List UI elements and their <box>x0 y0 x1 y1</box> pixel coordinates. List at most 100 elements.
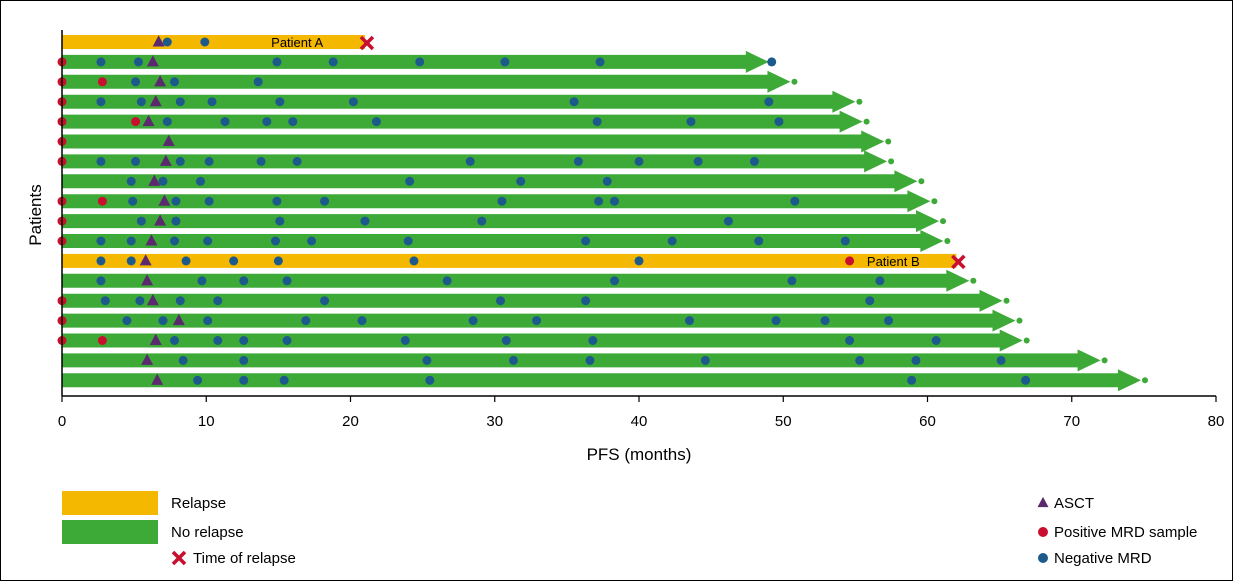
legend-swatch <box>62 491 158 515</box>
legend-swatch <box>62 520 158 544</box>
negative-mrd-marker <box>288 117 298 127</box>
negative-mrd-marker <box>136 216 146 226</box>
negative-mrd-marker <box>875 276 885 286</box>
negative-mrd-marker <box>686 117 696 127</box>
negative-mrd-marker <box>442 276 452 286</box>
negative-mrd-marker <box>170 77 180 87</box>
asct-marker <box>146 55 159 67</box>
asct-marker <box>145 234 158 246</box>
negative-mrd-marker <box>996 355 1006 365</box>
positive-mrd-marker <box>97 336 107 345</box>
negative-mrd-marker <box>907 375 917 385</box>
negative-mrd-marker <box>468 316 478 326</box>
negative-mrd-marker <box>158 316 168 326</box>
negative-mrd-marker <box>275 216 285 226</box>
negative-mrd-marker <box>126 256 136 266</box>
negative-mrd-marker <box>573 156 583 166</box>
patient-row <box>57 309 1023 332</box>
negative-mrd-marker <box>239 355 249 365</box>
no-relapse-arrow <box>62 70 791 93</box>
axes: 0 10 20 30 40 50 60 70 80 <box>58 30 1224 430</box>
follow-up-end-dot <box>931 198 938 205</box>
positive-mrd-marker <box>131 117 141 127</box>
legend-item-positive-mrd: Positive MRD sample <box>1038 524 1197 541</box>
follow-up-end-dot <box>1003 297 1010 304</box>
negative-mrd-marker <box>771 316 781 326</box>
patient-row <box>57 70 798 93</box>
x-tick-label: 60 <box>919 413 936 430</box>
negative-mrd-marker <box>96 276 106 286</box>
negative-mrd-marker <box>175 97 185 107</box>
patient-row <box>62 269 977 292</box>
negative-mrd-marker <box>594 196 604 206</box>
negative-mrd-marker <box>581 236 591 246</box>
negative-mrd-marker <box>292 156 302 166</box>
negative-mrd-marker <box>273 256 283 266</box>
legend-item-time-of-relapse: Time of relapse <box>171 550 296 567</box>
negative-mrd-marker <box>764 97 774 107</box>
legend-swatch <box>1037 496 1049 508</box>
negative-mrd-marker <box>911 355 921 365</box>
negative-mrd-marker <box>272 196 282 206</box>
patient-row <box>57 130 892 153</box>
negative-mrd-marker <box>348 97 358 107</box>
positive-mrd-marker <box>97 196 107 206</box>
asct-marker <box>149 95 162 107</box>
negative-mrd-marker <box>307 236 317 246</box>
follow-up-end-dot <box>940 218 947 225</box>
x-tick-label: 20 <box>342 413 359 430</box>
negative-mrd-marker <box>569 97 579 107</box>
negative-mrd-marker <box>509 355 519 365</box>
negative-mrd-marker <box>634 156 644 166</box>
negative-mrd-marker <box>162 37 172 47</box>
negative-mrd-marker <box>239 276 249 286</box>
negative-mrd-marker <box>884 316 894 326</box>
negative-mrd-marker <box>96 57 106 67</box>
asct-marker <box>148 174 161 186</box>
asct-marker <box>154 214 167 226</box>
legend-label: Positive MRD sample <box>1054 524 1197 541</box>
negative-mrd-marker <box>175 156 185 166</box>
patient-row <box>57 190 938 213</box>
negative-mrd-marker <box>128 196 138 206</box>
patient-row <box>62 369 1148 392</box>
legend-label: Negative MRD <box>1054 550 1152 567</box>
negative-mrd-marker <box>774 117 784 127</box>
patient-row: Patient B <box>62 253 966 270</box>
legend-label: Time of relapse <box>193 550 296 567</box>
follow-up-end-dot <box>856 98 863 105</box>
negative-mrd-marker <box>171 196 181 206</box>
negative-mrd-marker <box>162 117 172 127</box>
negative-mrd-marker <box>239 336 249 345</box>
negative-mrd-marker <box>175 296 185 306</box>
patient-label: Patient A <box>271 35 323 50</box>
no-relapse-arrow <box>62 170 918 193</box>
relapse-cross-marker <box>951 254 966 270</box>
negative-mrd-marker <box>422 355 432 365</box>
negative-mrd-marker <box>158 176 168 186</box>
asct-marker <box>151 373 164 385</box>
negative-mrd-marker <box>723 216 733 226</box>
negative-mrd-marker <box>749 156 759 166</box>
asct-marker <box>139 254 152 266</box>
negative-mrd-marker <box>328 57 338 67</box>
negative-mrd-marker <box>136 97 146 107</box>
patient-row <box>57 110 870 133</box>
negative-mrd-marker <box>203 316 213 326</box>
negative-mrd-marker <box>253 77 263 87</box>
negative-mrd-marker <box>409 256 419 266</box>
negative-mrd-marker <box>425 375 435 385</box>
legend-item-negative-mrd: Negative MRD <box>1038 550 1152 567</box>
negative-mrd-marker <box>609 196 619 206</box>
negative-mrd-marker <box>371 117 381 127</box>
negative-mrd-marker <box>170 236 180 246</box>
follow-up-end-dot <box>1141 377 1148 384</box>
asct-marker <box>142 114 155 127</box>
negative-mrd-marker <box>602 176 612 186</box>
follow-up-end-dot <box>791 78 798 85</box>
negative-mrd-marker <box>133 57 143 67</box>
legend: Relapse No relapse Time of relapse ASCT Posi… <box>62 491 1197 567</box>
negative-mrd-marker <box>767 57 777 67</box>
negative-mrd-marker <box>360 216 370 226</box>
negative-mrd-marker <box>501 336 511 345</box>
